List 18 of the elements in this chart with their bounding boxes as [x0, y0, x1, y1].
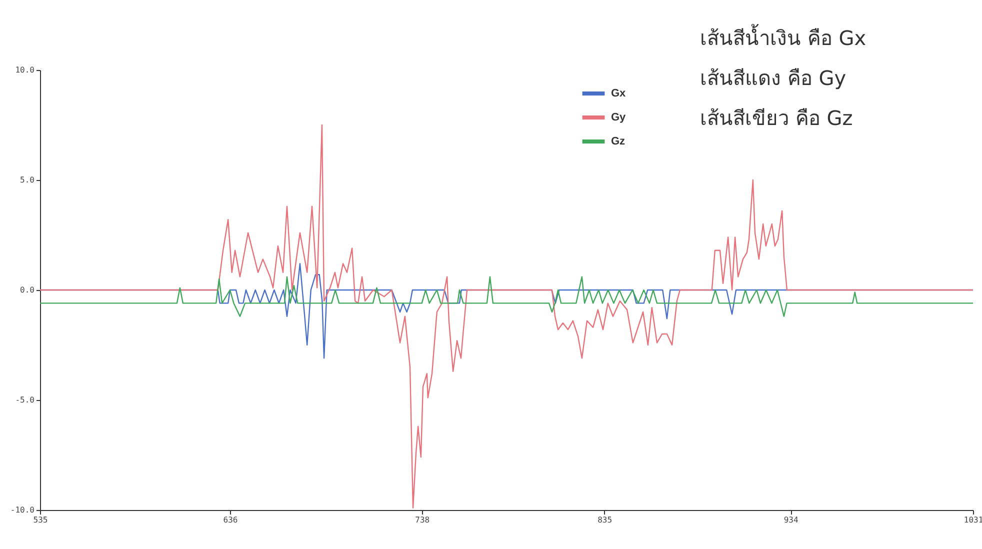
y-tick-label: 0.0: [20, 286, 35, 294]
y-tick-label: 5.0: [20, 176, 35, 184]
x-tick-label: 835: [598, 516, 612, 524]
x-tick-label: 934: [784, 516, 798, 524]
annotation: เส้นสีแดง คือ Gy: [700, 65, 848, 92]
line-series: [39, 276, 974, 317]
x-tick-label: 738: [415, 516, 430, 524]
line-series: [39, 124, 974, 508]
y-tick-label: 10.0: [15, 66, 35, 74]
x-tick-label: 535: [33, 516, 48, 524]
y-tick-label: -10.0: [10, 506, 35, 514]
y-tick-label: -5.0: [15, 396, 35, 404]
annotation: เส้นสีเขียว คือ Gz: [700, 105, 854, 132]
legend-label: Gy: [611, 112, 627, 124]
x-tick-label: 636: [223, 516, 238, 524]
text: เส้นสีน้ำเงิน คือ Gx: [700, 22, 868, 52]
legend-label: Gx: [611, 88, 627, 100]
legend-label: Gz: [611, 136, 626, 148]
